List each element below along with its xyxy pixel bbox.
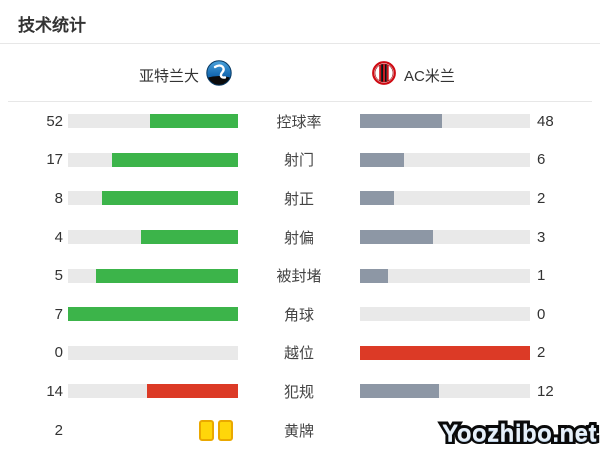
home-bar <box>68 307 238 322</box>
home-value: 8 <box>54 189 63 207</box>
home-value: 17 <box>46 151 63 169</box>
home-value: 14 <box>46 382 63 400</box>
home-team-name: 亚特兰大 <box>138 67 199 85</box>
yellow-card-icon <box>199 419 214 441</box>
away-bar <box>360 152 530 167</box>
home-bar-fill <box>68 307 238 322</box>
home-team-header: 亚特兰大 <box>139 58 232 92</box>
home-bar-fill <box>146 384 238 399</box>
away-team-name: AC米兰 <box>404 67 455 85</box>
home-bar <box>68 191 238 206</box>
home-bar <box>68 268 238 283</box>
home-bar-fill <box>96 268 238 283</box>
home-bar-fill <box>149 114 238 129</box>
away-team-header: AC米兰 <box>372 58 455 92</box>
watermark-text: Yoozhibo.net <box>442 420 597 448</box>
away-value: 12 <box>537 382 554 400</box>
stat-row: 5 被封堵 1 <box>0 256 600 295</box>
stats-rows: 52 控球率 48 17 射门 6 8 射正 2 4 射偏 3 5 被封堵 1 7 角球 0 0 越位 2 14 犯规 12 2… <box>0 102 600 449</box>
yellow-card-icon <box>218 419 233 441</box>
stat-row: 52 控球率 48 <box>0 102 600 141</box>
away-bar-fill <box>360 191 394 206</box>
away-bar-fill <box>360 268 389 283</box>
header-divider <box>8 101 592 102</box>
away-bar <box>360 230 530 245</box>
home-bar <box>68 345 238 360</box>
home-bar <box>68 384 238 399</box>
away-bar-fill <box>360 384 439 399</box>
away-bar <box>360 307 530 322</box>
home-bar-fill <box>140 230 238 245</box>
stat-row: 4 射偏 3 <box>0 218 600 257</box>
stat-label: 射正 <box>283 190 314 208</box>
away-value: 6 <box>537 151 546 169</box>
home-bar <box>68 230 238 245</box>
away-value: 2 <box>537 344 546 362</box>
home-bar-fill <box>102 191 238 206</box>
away-bar <box>360 345 530 360</box>
home-value: 0 <box>54 344 63 362</box>
home-value: 5 <box>54 267 63 285</box>
away-value: 3 <box>537 228 546 246</box>
stat-row: 7 角球 0 <box>0 295 600 334</box>
away-bar-fill <box>360 345 530 360</box>
stat-label: 黄牌 <box>283 422 314 440</box>
away-bar <box>360 268 530 283</box>
title-divider <box>0 43 600 44</box>
stat-row: 2 黄牌 <box>0 411 600 450</box>
home-value: 2 <box>54 421 63 439</box>
stat-row: 14 犯规 12 <box>0 372 600 411</box>
stat-row: 17 射门 6 <box>0 141 600 180</box>
home-value: 4 <box>54 228 63 246</box>
away-bar <box>360 191 530 206</box>
page-title: 技术统计 <box>18 16 86 35</box>
away-bar <box>360 114 530 129</box>
atalanta-badge-icon <box>206 59 232 91</box>
stat-label: 射偏 <box>283 229 314 247</box>
away-value: 2 <box>537 189 546 207</box>
stat-label: 射门 <box>283 152 314 170</box>
ac-milan-badge-icon <box>372 60 396 90</box>
watermark: Yoozhibo.net Yoozhibo.net <box>439 417 599 450</box>
stat-label: 犯规 <box>283 383 314 401</box>
home-value: 7 <box>54 305 63 323</box>
away-bar-fill <box>360 152 405 167</box>
home-bar-fill <box>112 152 238 167</box>
stat-row: 0 越位 2 <box>0 334 600 373</box>
away-value: 1 <box>537 267 546 285</box>
stat-label: 被封堵 <box>276 268 322 286</box>
away-bar-fill <box>360 230 433 245</box>
home-bar <box>68 418 238 442</box>
home-bar <box>68 114 238 129</box>
away-value: 0 <box>537 305 546 323</box>
stat-row: 8 射正 2 <box>0 179 600 218</box>
stat-label: 越位 <box>283 345 314 363</box>
away-bar-fill <box>360 114 442 129</box>
watermark-outline: Yoozhibo.net <box>439 417 599 450</box>
stat-label: 角球 <box>283 306 314 324</box>
away-value: 48 <box>537 112 554 130</box>
away-bar <box>360 384 530 399</box>
home-bar <box>68 152 238 167</box>
home-value: 52 <box>46 112 63 130</box>
stat-label: 控球率 <box>276 113 322 131</box>
